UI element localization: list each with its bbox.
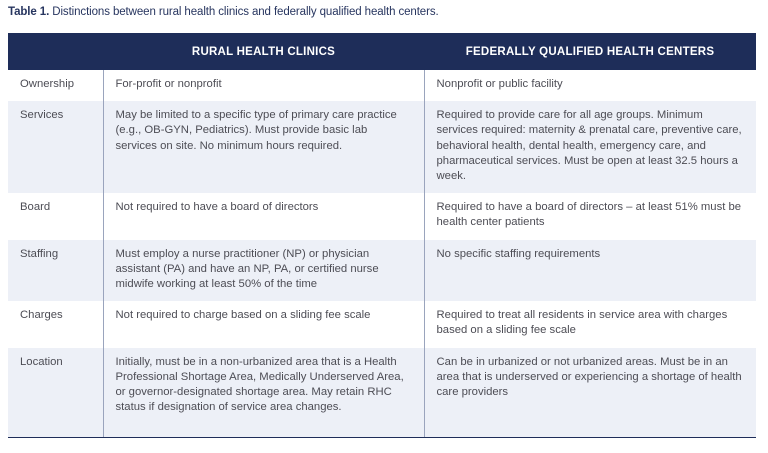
table-row: Ownership For-profit or nonprofit Nonpro… [8, 70, 756, 102]
table-row: Board Not required to have a board of di… [8, 193, 756, 240]
table-row: Location Initially, must be in a non-urb… [8, 347, 756, 439]
table-header-federally-qualified-health-centers: FEDERALLY QUALIFIED HEALTH CENTERS [424, 33, 756, 70]
table-caption: Table 1. Distinctions between rural heal… [8, 4, 756, 20]
row-label-services: Services [8, 101, 104, 194]
table-header-corner [8, 33, 103, 70]
table-caption-label: Table 1. [8, 6, 50, 18]
table-row: Services May be limited to a specific ty… [8, 101, 756, 194]
cell-location-rhc: Initially, must be in a non-urbanized ar… [103, 347, 425, 439]
cell-ownership-fqhc: Nonprofit or public facility [424, 70, 756, 102]
row-label-board: Board [8, 193, 104, 240]
table-row: Charges Not required to charge based on … [8, 301, 756, 348]
row-label-location: Location [8, 347, 104, 439]
row-label-ownership: Ownership [8, 70, 104, 102]
table-body: Ownership For-profit or nonprofit Nonpro… [8, 70, 756, 439]
table-header-rural-health-clinics: RURAL HEALTH CLINICS [103, 33, 424, 70]
table-header-row: RURAL HEALTH CLINICS FEDERALLY QUALIFIED… [8, 33, 756, 70]
cell-staffing-rhc: Must employ a nurse practitioner (NP) or… [103, 239, 425, 302]
cell-services-fqhc: Required to provide care for all age gro… [424, 101, 756, 194]
cell-services-rhc: May be limited to a specific type of pri… [103, 101, 425, 194]
comparison-table: RURAL HEALTH CLINICS FEDERALLY QUALIFIED… [8, 33, 756, 439]
table-caption-text: Distinctions between rural health clinic… [49, 6, 439, 18]
table-container: RURAL HEALTH CLINICS FEDERALLY QUALIFIED… [8, 33, 756, 439]
table-row: Staffing Must employ a nurse practitione… [8, 239, 756, 302]
cell-board-rhc: Not required to have a board of director… [103, 193, 425, 240]
cell-location-fqhc: Can be in urbanized or not urbanized are… [424, 347, 756, 439]
cell-ownership-rhc: For-profit or nonprofit [103, 70, 425, 102]
row-label-staffing: Staffing [8, 239, 104, 302]
cell-charges-rhc: Not required to charge based on a slidin… [103, 301, 425, 348]
cell-board-fqhc: Required to have a board of directors – … [424, 193, 756, 240]
cell-charges-fqhc: Required to treat all residents in servi… [424, 301, 756, 348]
table-header: RURAL HEALTH CLINICS FEDERALLY QUALIFIED… [8, 33, 756, 70]
row-label-charges: Charges [8, 301, 104, 348]
cell-staffing-fqhc: No specific staffing requirements [424, 239, 756, 302]
